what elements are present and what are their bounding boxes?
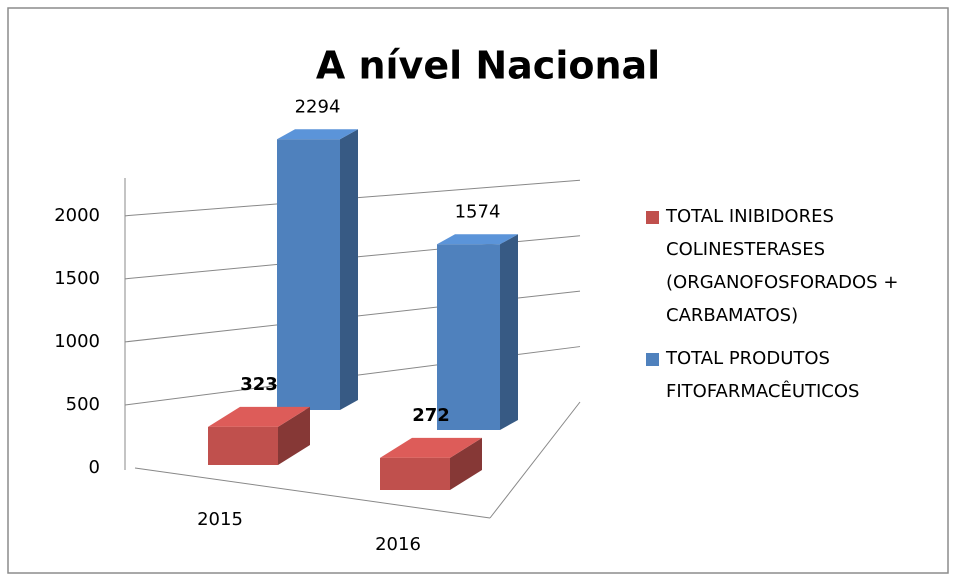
value-label: 1574 [455,201,501,222]
value-label: 2294 [295,96,341,117]
legend-item: TOTAL INIBIDORES COLINESTERASES (ORGANOF… [640,200,940,332]
x-tick-label: 2016 [375,534,421,555]
legend: TOTAL INIBIDORES COLINESTERASES (ORGANOF… [640,200,940,418]
bar-side [450,437,482,490]
bar-front [380,457,450,490]
bar-top [380,437,482,458]
value-label: 323 [240,374,278,395]
y-tick-label: 1500 [54,268,100,289]
bar-side [278,406,310,465]
y-tick-label: 1000 [54,331,100,352]
y-tick-label: 500 [66,394,100,415]
bar [208,406,310,465]
bar [277,129,358,411]
bar-side [500,234,518,430]
bar-top [437,234,518,245]
legend-item: TOTAL PRODUTOS FITOFARMACÊUTICOS [640,342,940,408]
bar [380,437,482,490]
legend-label: TOTAL PRODUTOS FITOFARMACÊUTICOS [666,348,860,402]
floor-side [489,401,581,519]
bar-top [277,129,358,140]
bar-side [340,129,358,411]
legend-swatch [646,353,659,366]
x-tick-label: 2015 [197,509,243,530]
bar-front [437,244,500,430]
legend-swatch [646,211,659,224]
y-tick-label: 0 [89,457,100,478]
chart-title: A nível Nacional [316,44,660,88]
legend-label: TOTAL INIBIDORES COLINESTERASES (ORGANOF… [666,206,899,326]
bar [437,234,518,430]
value-label: 272 [412,405,450,426]
floor-front [134,467,491,519]
bar-front [277,139,340,411]
bar-top [208,406,310,427]
y-tick-label: 2000 [54,205,100,226]
bar-front [208,426,278,465]
